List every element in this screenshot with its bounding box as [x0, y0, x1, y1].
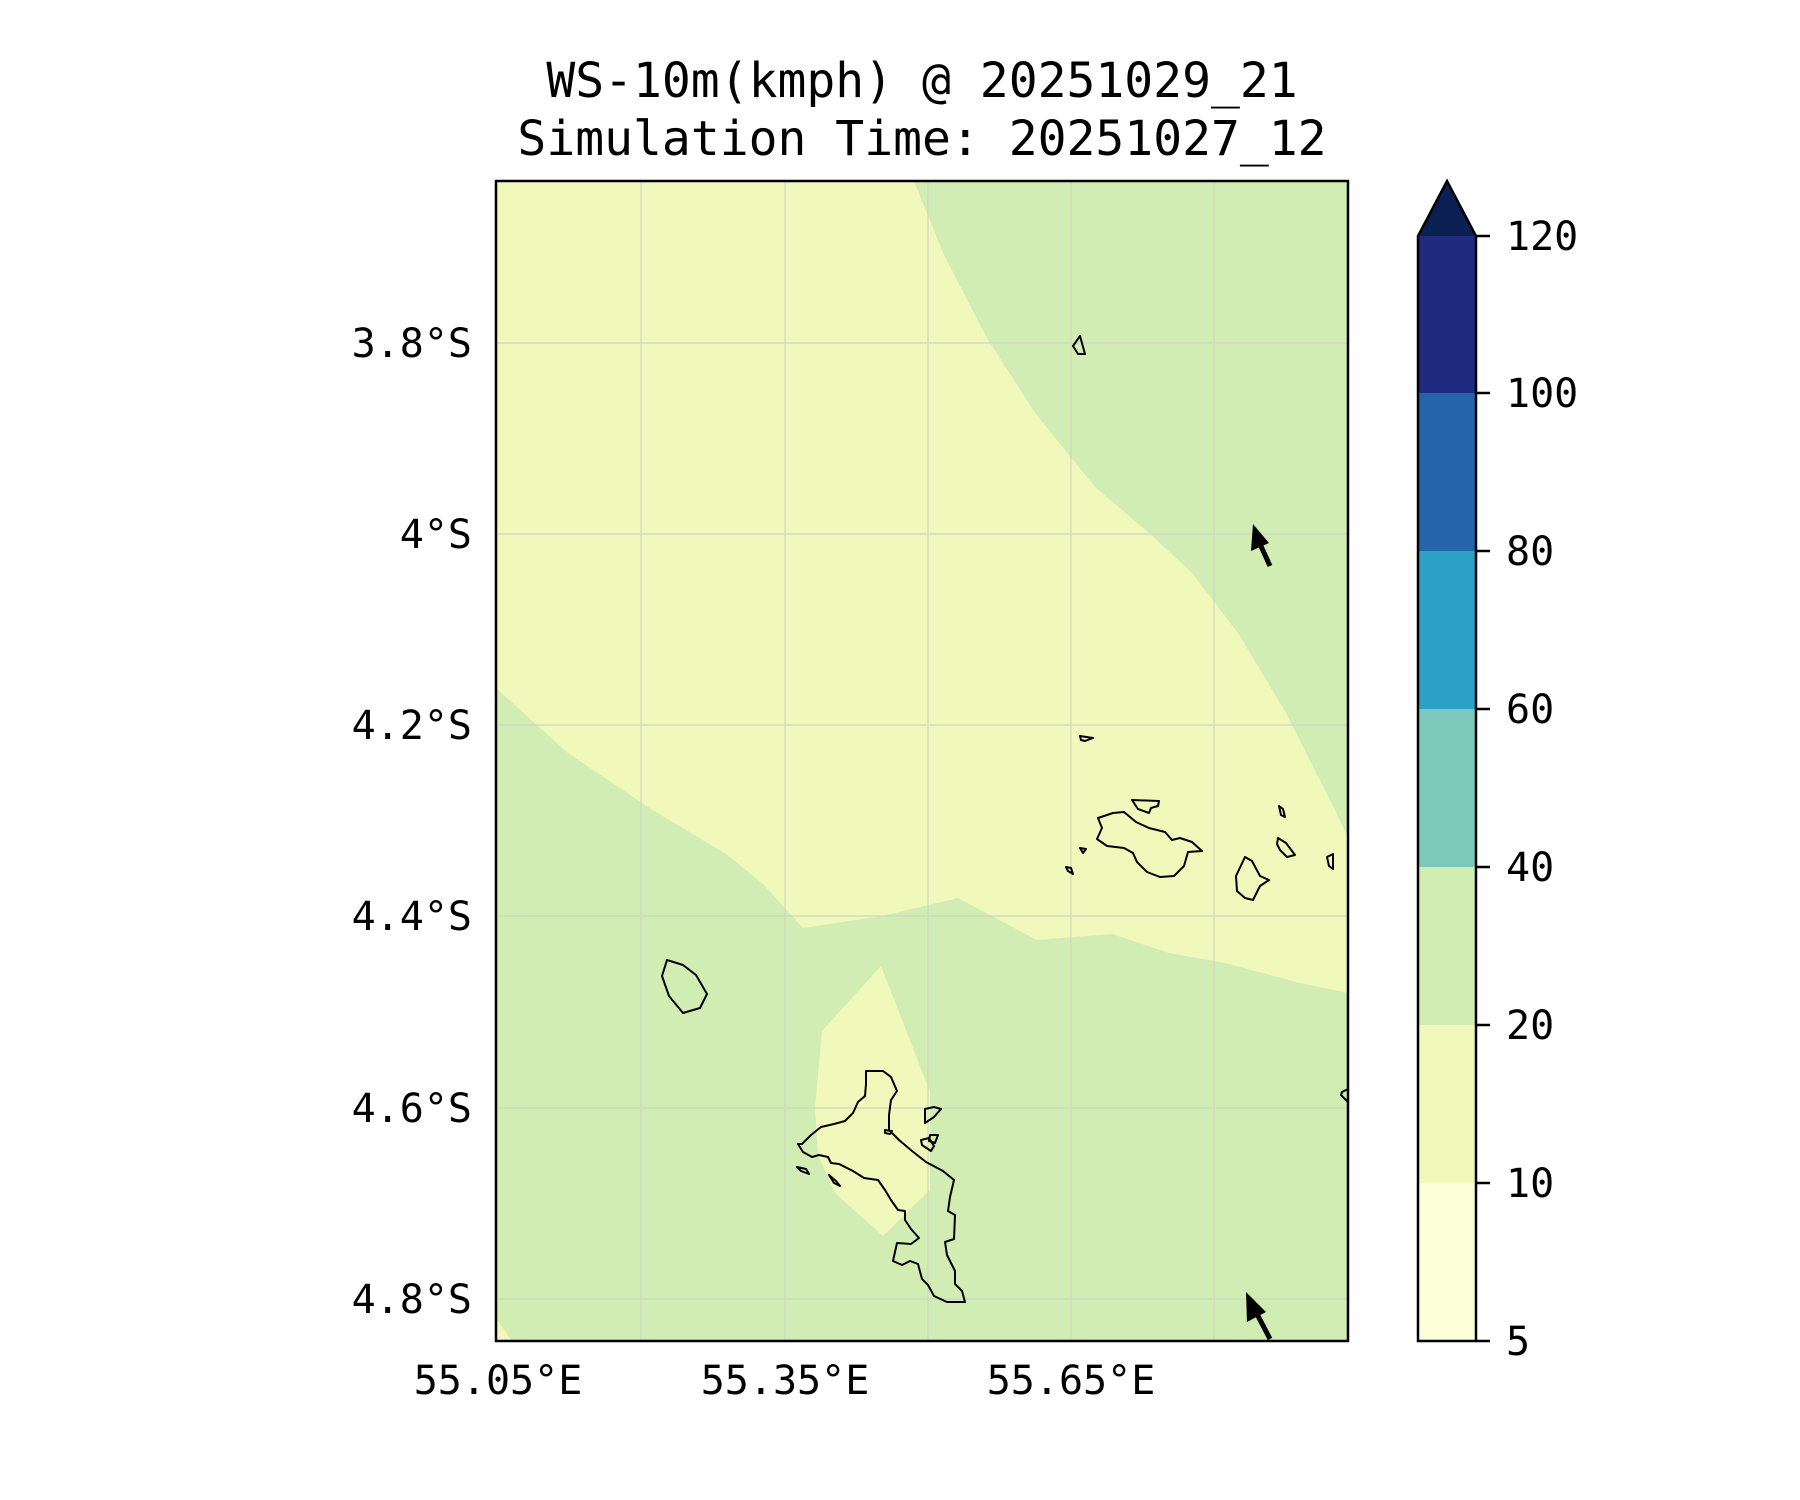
- coastlines: [661, 335, 1348, 1303]
- lat-tick-label: 4°S: [400, 512, 472, 558]
- longitude-axis: 55.05°E 55.35°E 55.65°E: [414, 1358, 1156, 1404]
- island-la-digue: [1235, 856, 1270, 901]
- lat-tick-label: 4.2°S: [352, 703, 472, 749]
- island-silhouette: [661, 959, 708, 1014]
- wind-arrow: [1251, 524, 1273, 568]
- colorbar-tick-label: 20: [1506, 1003, 1554, 1049]
- colorbar-band-60-80: [1418, 551, 1476, 709]
- lon-tick-label: 55.05°E: [414, 1358, 583, 1404]
- islet: [1276, 837, 1296, 858]
- wind-speed-band-10-20-south: [815, 966, 930, 1236]
- islet: [1065, 866, 1074, 875]
- island-praslin: [1096, 811, 1203, 878]
- islet: [1079, 735, 1094, 742]
- islet: [1326, 853, 1334, 870]
- islet: [1079, 847, 1087, 854]
- islet: [796, 1166, 810, 1175]
- colorbar-tick-label: 5: [1506, 1319, 1530, 1365]
- map-panel: [496, 181, 1348, 1341]
- colorbar-tick-label: 40: [1506, 845, 1554, 891]
- islet: [1072, 335, 1086, 355]
- lon-tick-label: 55.35°E: [701, 1358, 870, 1404]
- colorbar-tick-label: 10: [1506, 1161, 1554, 1207]
- islet: [1131, 799, 1160, 814]
- wind-speed-band-10-20-corner: [496, 1318, 512, 1341]
- colorbar-band-100-120: [1418, 236, 1476, 393]
- wind-arrow: [1246, 1292, 1273, 1341]
- wind-speed-band-10-20: [496, 181, 1348, 993]
- colorbar-ticks: [1476, 234, 1490, 1343]
- colorbar-band-80-100: [1418, 393, 1476, 551]
- map-title-line-1: WS-10m(kmph) @ 20251029_21: [546, 53, 1297, 109]
- colorbar: 5 10 20 40 60 80 100 120: [1416, 178, 1578, 1365]
- map-gridlines: [496, 181, 1348, 1341]
- lon-tick-label: 55.65°E: [987, 1358, 1156, 1404]
- colorbar-tick-label: 80: [1506, 529, 1554, 575]
- lat-tick-label: 4.4°S: [352, 894, 472, 940]
- islet: [920, 1137, 935, 1152]
- islet: [828, 1174, 841, 1187]
- colorbar-band-5-10: [1418, 1183, 1476, 1341]
- colorbar-tick-label: 120: [1506, 214, 1578, 260]
- islet: [884, 1129, 893, 1135]
- colorbar-band-20-40: [1418, 867, 1476, 1025]
- islet: [1340, 1088, 1348, 1103]
- latitude-axis: 3.8°S 4°S 4.2°S 4.4°S 4.6°S 4.8°S: [352, 321, 472, 1323]
- colorbar-band-10-20: [1418, 1025, 1476, 1183]
- island-mahe: [797, 1070, 966, 1303]
- colorbar-extend-arrow: [1418, 181, 1476, 236]
- colorbar-tick-label: 100: [1506, 371, 1578, 417]
- lat-tick-label: 4.6°S: [352, 1086, 472, 1132]
- islet: [1278, 805, 1286, 818]
- colorbar-band-40-60: [1418, 709, 1476, 867]
- lat-tick-label: 4.8°S: [352, 1277, 472, 1323]
- map-title-line-2: Simulation Time: 20251027_12: [517, 111, 1326, 167]
- lat-tick-label: 3.8°S: [352, 321, 472, 367]
- colorbar-tick-label: 60: [1506, 687, 1554, 733]
- map-frame: [494, 179, 1350, 1343]
- wind-arrows: [1246, 524, 1273, 1341]
- islet: [924, 1106, 942, 1124]
- colorbar-outline: [1416, 178, 1478, 1343]
- colorbar-tick-labels: 5 10 20 40 60 80 100 120: [1506, 214, 1578, 1365]
